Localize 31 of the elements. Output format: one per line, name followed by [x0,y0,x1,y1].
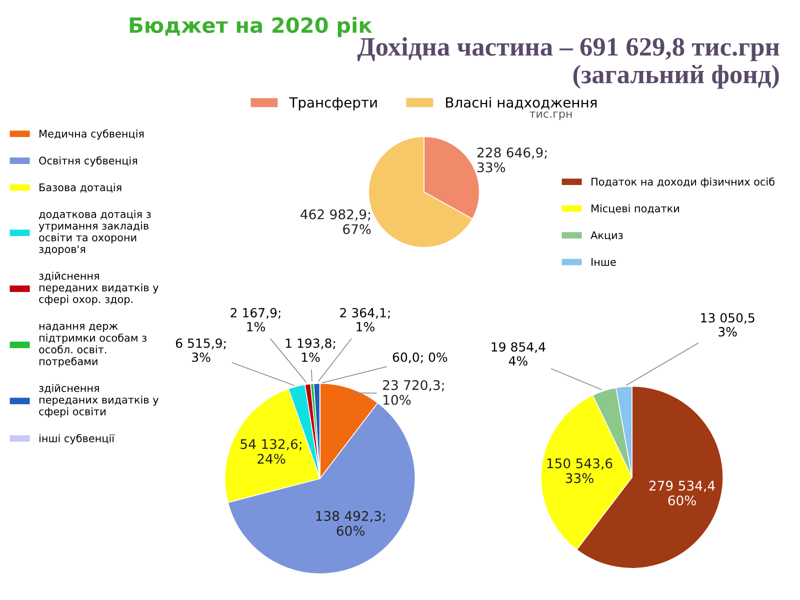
legend-label: додаткова дотація з утримання закладів освіти та охорони здоров'я [38,210,151,256]
data-label: 2 364,1; 1% [340,308,390,332]
data-label: 1 193,8; 1% [286,338,335,362]
data-label: 23 720,3; 10% [383,380,444,405]
legend-label: Базова дотація [40,183,122,193]
data-label: 279 534,4 60% [649,480,715,506]
legend-label: Власні надходження [446,96,597,110]
legend-label: здійснення переданих видатків у сфері освіти [39,384,158,418]
legend-label: Податок на доходи фізичних осіб [592,177,774,188]
text: тис.грн [530,111,572,120]
chart-subtitle: Дохідна частина – 691 629,8 тис.грн (загальний фонд) [357,37,780,89]
data-label: 150 543,6 33% [547,458,612,484]
data-label: 54 132,6; 24% [240,439,302,464]
data-label: 19 854,4 4% [492,342,546,366]
legend-label: Місцеві податки [592,204,679,214]
data-label: 138 492,3; 60% [316,510,385,536]
chart-title: Бюджет на 2020 рік [130,16,372,38]
data-label: 13 050,5 3% [701,313,754,337]
legend-label: Медична субвенція [40,129,144,140]
data-label: 6 515,9; 3% [176,338,226,362]
data-label: 60,0; 0% [392,352,448,364]
legend-label: Інше [592,258,616,266]
legend-label: інші субвенції [40,434,115,444]
data-label: 462 982,9; 67% [300,209,371,234]
data-label: 228 646,9; 33% [477,148,547,172]
legend-label: Трансферти [289,97,377,110]
legend-label: Акциз [590,231,623,240]
data-label: 2 167,9; 1% [230,308,280,332]
legend-label: Освітня субвенція [39,156,137,167]
legend-label: надання держ підтримки особам з особл. освіт. потребами [39,324,147,368]
legend-label: здійснення переданих видатків у сфері охор. здор. [39,272,158,306]
